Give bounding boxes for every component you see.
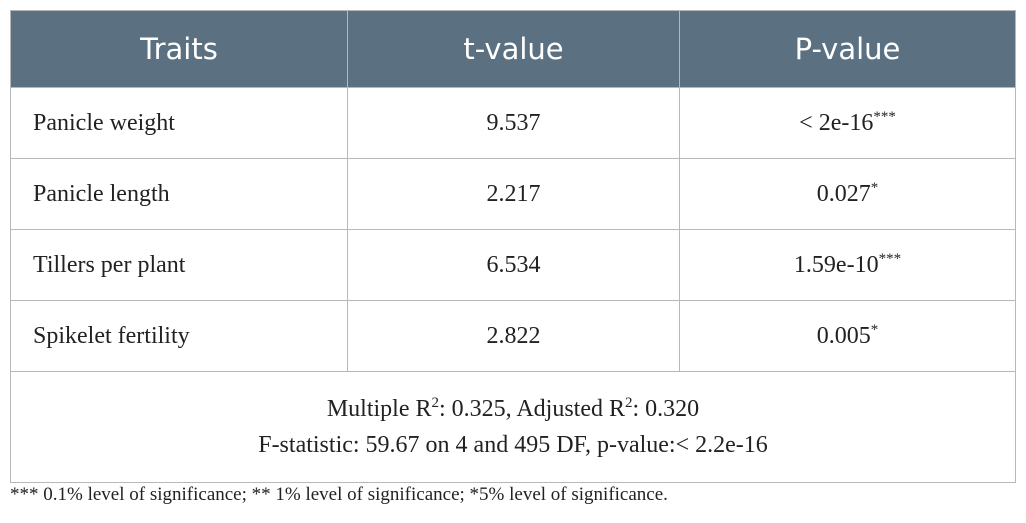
trait-cell: Tillers per plant bbox=[10, 229, 348, 301]
p-value: < 2e-16 bbox=[799, 109, 874, 136]
value-cell: 2.822 bbox=[347, 300, 680, 372]
summary-line: F-statistic: 59.67 on 4 and 495 DF, p-va… bbox=[12, 427, 1014, 463]
summary-text: Multiple R bbox=[326, 396, 432, 422]
trait-cell: Panicle weight bbox=[10, 87, 348, 159]
value-cell: 2.217 bbox=[347, 158, 680, 230]
header-cell: P-value bbox=[679, 10, 1016, 88]
summary-text: : 0.320 bbox=[632, 396, 700, 422]
summary-text: F-statistic: 59.67 on 4 and 495 DF, p-va… bbox=[258, 432, 768, 458]
summary-text: : 0.325, Adjusted R bbox=[438, 396, 625, 422]
summary-row: Multiple R2: 0.325, Adjusted R2: 0.320 F-… bbox=[10, 371, 1016, 483]
summary-cell: Multiple R2: 0.325, Adjusted R2: 0.320 F-… bbox=[10, 371, 1016, 483]
footnote: *** 0.1% level of significance; ** 1% le… bbox=[10, 484, 668, 505]
p-value-cell: 0.005* bbox=[679, 300, 1016, 372]
results-table: Traits t-value P-value Panicle weight 9.537… bbox=[10, 10, 1016, 483]
p-value: 1.59e-10 bbox=[793, 251, 879, 278]
summary-line: Multiple R2: 0.325, Adjusted R2: 0.320 bbox=[12, 391, 1014, 427]
header-row: Traits t-value P-value bbox=[10, 10, 1016, 88]
superscript: 2 bbox=[625, 395, 633, 411]
table-row: Spikelet fertility 2.822 0.005* bbox=[10, 300, 1016, 372]
significance-stars: * bbox=[870, 321, 879, 338]
p-value: 0.005 bbox=[816, 322, 871, 349]
table-row: Panicle length 2.217 0.027* bbox=[10, 158, 1016, 230]
header-cell: Traits bbox=[10, 10, 348, 88]
value-cell: 9.537 bbox=[347, 87, 680, 159]
value-cell: 6.534 bbox=[347, 229, 680, 301]
significance-stars: *** bbox=[873, 108, 896, 125]
table-row: Panicle weight 9.537 < 2e-16*** bbox=[10, 87, 1016, 159]
superscript: 2 bbox=[431, 395, 439, 411]
p-value-cell: 0.027* bbox=[679, 158, 1016, 230]
table-row: Tillers per plant 6.534 1.59e-10*** bbox=[10, 229, 1016, 301]
significance-stars: *** bbox=[878, 250, 902, 267]
header-cell: t-value bbox=[347, 10, 680, 88]
p-value-cell: 1.59e-10*** bbox=[679, 229, 1016, 301]
p-value-cell: < 2e-16*** bbox=[679, 87, 1016, 159]
p-value: 0.027 bbox=[816, 180, 871, 207]
trait-cell: Panicle length bbox=[10, 158, 348, 230]
significance-stars: * bbox=[870, 179, 879, 196]
trait-cell: Spikelet fertility bbox=[10, 300, 348, 372]
